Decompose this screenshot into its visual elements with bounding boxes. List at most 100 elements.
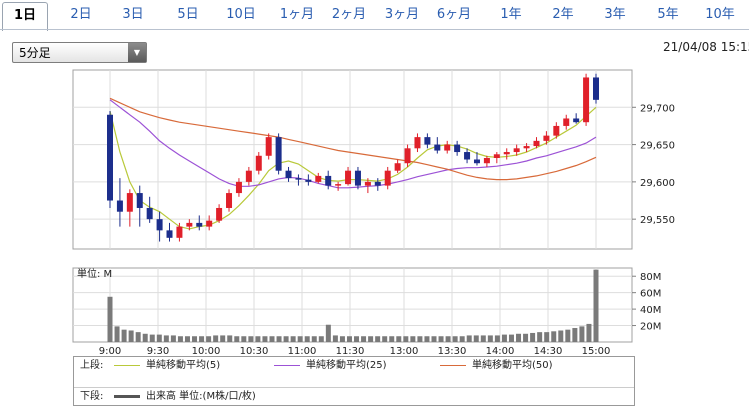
candle-body	[444, 144, 451, 151]
candle-body	[464, 152, 471, 160]
candle-body	[573, 118, 580, 123]
tab-3[interactable]: 3日	[122, 7, 144, 22]
volume-bar	[255, 336, 261, 342]
candle-body	[593, 77, 599, 100]
volume-bar	[368, 336, 374, 342]
legend-item-volume: 出来高 単位:(M株/口/枚)	[114, 390, 256, 404]
candle	[196, 215, 203, 231]
dropdown-arrow-icon[interactable]: ▼	[128, 43, 146, 62]
candle	[116, 178, 123, 227]
candle	[315, 172, 322, 184]
tab-11[interactable]: 2年	[552, 7, 574, 22]
candle	[374, 178, 381, 191]
volume-bar	[544, 332, 550, 342]
candle	[553, 122, 560, 139]
tab-9[interactable]: 6ヶ月	[436, 7, 472, 22]
last-update-datetime: 21/04/08 15:15	[663, 40, 749, 54]
legend-label-ma50: 単純移動平均(50)	[472, 360, 553, 371]
candle-body	[275, 137, 282, 171]
time-tick-label: 10:00	[192, 346, 221, 356]
candle-body	[414, 137, 421, 149]
candle	[354, 166, 361, 190]
candle-body	[206, 220, 213, 227]
volume-bar	[438, 336, 444, 342]
candle-body	[543, 135, 550, 141]
volume-bar	[311, 336, 317, 342]
volume-bar	[424, 336, 430, 342]
price-ytick-label: 29,600	[640, 178, 675, 189]
tab-7[interactable]: 2ヶ月	[331, 7, 367, 22]
volume-bar	[170, 335, 176, 342]
volume-bar	[156, 334, 162, 342]
price-ytick-label: 29,650	[640, 141, 675, 152]
candle	[454, 140, 461, 156]
volume-bar	[318, 336, 324, 342]
legend-label-ma5: 単純移動平均(5)	[146, 360, 221, 371]
volume-bar	[262, 336, 268, 342]
price-ytick-label: 29,550	[640, 215, 675, 226]
volume-bar	[332, 335, 338, 342]
time-tick-label: 9:00	[99, 346, 121, 356]
candle-body	[116, 200, 123, 212]
chart-legend: 上段: 単純移動平均(5) 単純移動平均(25) 単純移動平均(50) 下段: …	[73, 356, 635, 406]
candle	[473, 152, 480, 166]
tab-14[interactable]: 10年	[705, 7, 735, 22]
candle	[503, 148, 510, 160]
volume-bar	[396, 336, 402, 342]
ma-line-3	[109, 97, 597, 181]
candle-body	[315, 175, 322, 182]
volume-bar	[480, 335, 486, 342]
tab-1[interactable]: 1日	[2, 2, 48, 31]
volume-bar	[572, 328, 578, 342]
volume-bar	[192, 336, 198, 342]
tab-6[interactable]: 1ヶ月	[279, 7, 315, 22]
candle-body	[235, 181, 242, 194]
tab-12[interactable]: 3年	[604, 7, 626, 22]
tab-5[interactable]: 10日	[226, 7, 256, 22]
volume-bar	[417, 336, 423, 342]
tab-10[interactable]: 1年	[500, 7, 522, 22]
candle-body	[166, 230, 173, 238]
volume-bar	[114, 326, 120, 342]
price-ytick-label: 29,700	[640, 103, 675, 114]
time-tick-label: 10:30	[240, 346, 269, 356]
candle	[176, 222, 183, 242]
candle-body	[325, 175, 332, 186]
candle	[483, 155, 490, 167]
candle	[255, 152, 262, 175]
time-tick-label: 11:30	[336, 346, 365, 356]
legend-line-volume	[114, 394, 140, 398]
candle-body	[335, 184, 342, 186]
candle	[394, 159, 401, 173]
time-tick-label: 13:30	[438, 346, 467, 356]
volume-ytick-label: 80M	[640, 272, 661, 283]
volume-bar	[565, 329, 571, 342]
candle-body	[107, 114, 113, 201]
tab-2[interactable]: 2日	[70, 7, 92, 22]
candle	[563, 114, 570, 130]
volume-bar	[452, 336, 458, 342]
candle-body	[216, 207, 223, 221]
candle	[186, 219, 193, 231]
candle	[513, 144, 520, 156]
volume-bar	[389, 336, 395, 342]
volume-bar	[516, 333, 522, 342]
tab-4[interactable]: 5日	[177, 7, 199, 22]
candle	[583, 73, 590, 126]
candle-body	[374, 181, 381, 186]
time-tick-label: 13:00	[390, 346, 419, 356]
volume-bar	[382, 336, 388, 342]
volume-bar	[177, 336, 183, 342]
candle	[166, 222, 173, 242]
volume-bar	[269, 336, 275, 342]
candle-interval-select[interactable]: 5分足 ▼	[12, 42, 147, 63]
tab-13[interactable]: 5年	[657, 7, 679, 22]
volume-bar	[290, 336, 296, 342]
candle	[593, 73, 599, 104]
candle	[226, 189, 233, 212]
candle-body	[454, 144, 461, 153]
candle	[325, 170, 332, 190]
tab-8[interactable]: 3ヶ月	[384, 7, 420, 22]
candle	[295, 174, 302, 186]
candle-body	[186, 222, 193, 227]
